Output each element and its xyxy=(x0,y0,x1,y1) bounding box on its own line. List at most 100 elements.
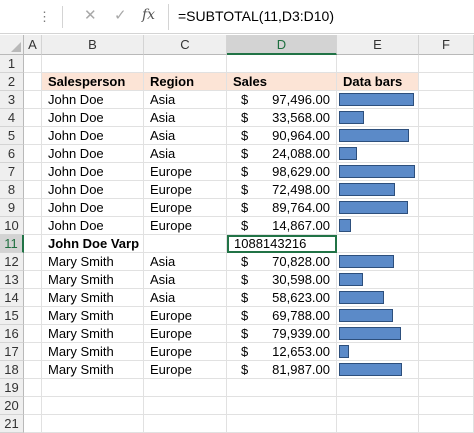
salesperson-cell[interactable]: Mary Smith xyxy=(42,253,144,271)
sales-cell[interactable]: $58,623.00 xyxy=(227,289,337,307)
cell[interactable] xyxy=(24,91,42,109)
data-bar-cell[interactable] xyxy=(337,199,419,217)
row-header-5[interactable]: 5 xyxy=(0,127,24,145)
cell[interactable] xyxy=(24,145,42,163)
cell[interactable] xyxy=(419,379,474,397)
region-cell[interactable]: Europe xyxy=(144,343,227,361)
salesperson-cell[interactable] xyxy=(42,415,144,433)
cell[interactable] xyxy=(24,343,42,361)
row-header-10[interactable]: 10 xyxy=(0,217,24,235)
data-bar-cell[interactable] xyxy=(337,379,419,397)
select-all-button[interactable] xyxy=(0,35,24,55)
row-header-16[interactable]: 16 xyxy=(0,325,24,343)
salesperson-cell[interactable]: Mary Smith xyxy=(42,307,144,325)
row-header-1[interactable]: 1 xyxy=(0,55,24,73)
region-cell[interactable] xyxy=(144,379,227,397)
cell[interactable] xyxy=(419,217,474,235)
sales-cell[interactable] xyxy=(227,55,337,73)
salesperson-cell[interactable]: John Doe xyxy=(42,199,144,217)
cell[interactable] xyxy=(24,199,42,217)
enter-icon[interactable]: ✓ xyxy=(114,7,127,24)
sales-cell[interactable]: $90,964.00 xyxy=(227,127,337,145)
region-cell[interactable]: Asia xyxy=(144,91,227,109)
cell[interactable] xyxy=(419,343,474,361)
data-bar-cell[interactable] xyxy=(337,397,419,415)
column-header-f[interactable]: F xyxy=(419,35,474,55)
region-cell[interactable]: Asia xyxy=(144,145,227,163)
region-cell[interactable] xyxy=(144,235,227,253)
cell[interactable] xyxy=(419,55,474,73)
column-header-a[interactable]: A xyxy=(24,35,42,55)
salesperson-cell[interactable]: John Doe xyxy=(42,163,144,181)
column-header-d[interactable]: D xyxy=(227,35,337,55)
sales-cell[interactable] xyxy=(227,379,337,397)
cell[interactable] xyxy=(24,397,42,415)
sales-cell[interactable]: $98,629.00 xyxy=(227,163,337,181)
sales-cell[interactable]: $24,088.00 xyxy=(227,145,337,163)
cell[interactable] xyxy=(419,415,474,433)
cell[interactable] xyxy=(24,73,42,91)
cell[interactable] xyxy=(419,109,474,127)
row-header-20[interactable]: 20 xyxy=(0,397,24,415)
sales-cell[interactable]: $97,496.00 xyxy=(227,91,337,109)
cell[interactable] xyxy=(24,235,42,253)
sales-cell[interactable]: $30,598.00 xyxy=(227,271,337,289)
salesperson-cell[interactable] xyxy=(42,55,144,73)
sales-cell[interactable] xyxy=(227,415,337,433)
region-cell[interactable]: Asia xyxy=(144,253,227,271)
cell[interactable] xyxy=(419,271,474,289)
cell[interactable] xyxy=(419,361,474,379)
insert-function-icon[interactable]: fx xyxy=(142,7,156,23)
data-bar-cell[interactable] xyxy=(337,109,419,127)
row-header-3[interactable]: 3 xyxy=(0,91,24,109)
cell[interactable] xyxy=(419,289,474,307)
formula-input[interactable]: =SUBTOTAL(11,D3:D10) xyxy=(178,8,335,24)
salesperson-cell[interactable]: John Doe xyxy=(42,145,144,163)
data-bar-cell[interactable] xyxy=(337,235,419,253)
cell[interactable] xyxy=(419,73,474,91)
sales-cell[interactable]: $33,568.00 xyxy=(227,109,337,127)
salesperson-cell[interactable]: John Doe xyxy=(42,127,144,145)
salesperson-cell[interactable]: John Doe xyxy=(42,181,144,199)
salesperson-cell[interactable]: Mary Smith xyxy=(42,325,144,343)
region-cell[interactable] xyxy=(144,415,227,433)
salesperson-cell[interactable]: Mary Smith xyxy=(42,361,144,379)
row-header-9[interactable]: 9 xyxy=(0,199,24,217)
cell[interactable] xyxy=(24,181,42,199)
row-header-21[interactable]: 21 xyxy=(0,415,24,433)
sales-cell[interactable]: $70,828.00 xyxy=(227,253,337,271)
region-cell[interactable]: Asia xyxy=(144,109,227,127)
data-bar-cell[interactable] xyxy=(337,217,419,235)
header-salesperson[interactable]: Salesperson xyxy=(42,73,144,91)
cell[interactable] xyxy=(419,163,474,181)
region-cell[interactable]: Europe xyxy=(144,181,227,199)
cell[interactable] xyxy=(24,217,42,235)
data-bar-cell[interactable] xyxy=(337,361,419,379)
data-bar-cell[interactable] xyxy=(337,163,419,181)
sales-cell[interactable]: $89,764.00 xyxy=(227,199,337,217)
data-bar-cell[interactable] xyxy=(337,271,419,289)
column-header-c[interactable]: C xyxy=(144,35,227,55)
region-cell[interactable]: Asia xyxy=(144,127,227,145)
cell[interactable] xyxy=(419,91,474,109)
row-header-8[interactable]: 8 xyxy=(0,181,24,199)
salesperson-cell[interactable]: John Doe xyxy=(42,91,144,109)
header-region[interactable]: Region xyxy=(144,73,227,91)
row-header-2[interactable]: 2 xyxy=(0,73,24,91)
cell[interactable] xyxy=(419,181,474,199)
data-bar-cell[interactable] xyxy=(337,415,419,433)
row-header-18[interactable]: 18 xyxy=(0,361,24,379)
row-header-13[interactable]: 13 xyxy=(0,271,24,289)
salesperson-cell[interactable]: John Doe xyxy=(42,217,144,235)
cell[interactable] xyxy=(24,289,42,307)
sales-cell[interactable]: $72,498.00 xyxy=(227,181,337,199)
cancel-icon[interactable]: ✕ xyxy=(84,7,97,24)
row-header-11[interactable]: 11 xyxy=(0,235,24,253)
row-header-15[interactable]: 15 xyxy=(0,307,24,325)
data-bar-cell[interactable] xyxy=(337,307,419,325)
sales-cell[interactable] xyxy=(227,397,337,415)
active-cell[interactable]: 1088143216 xyxy=(227,235,337,253)
salesperson-cell[interactable] xyxy=(42,397,144,415)
region-cell[interactable]: Asia xyxy=(144,271,227,289)
salesperson-cell[interactable]: John Doe xyxy=(42,109,144,127)
